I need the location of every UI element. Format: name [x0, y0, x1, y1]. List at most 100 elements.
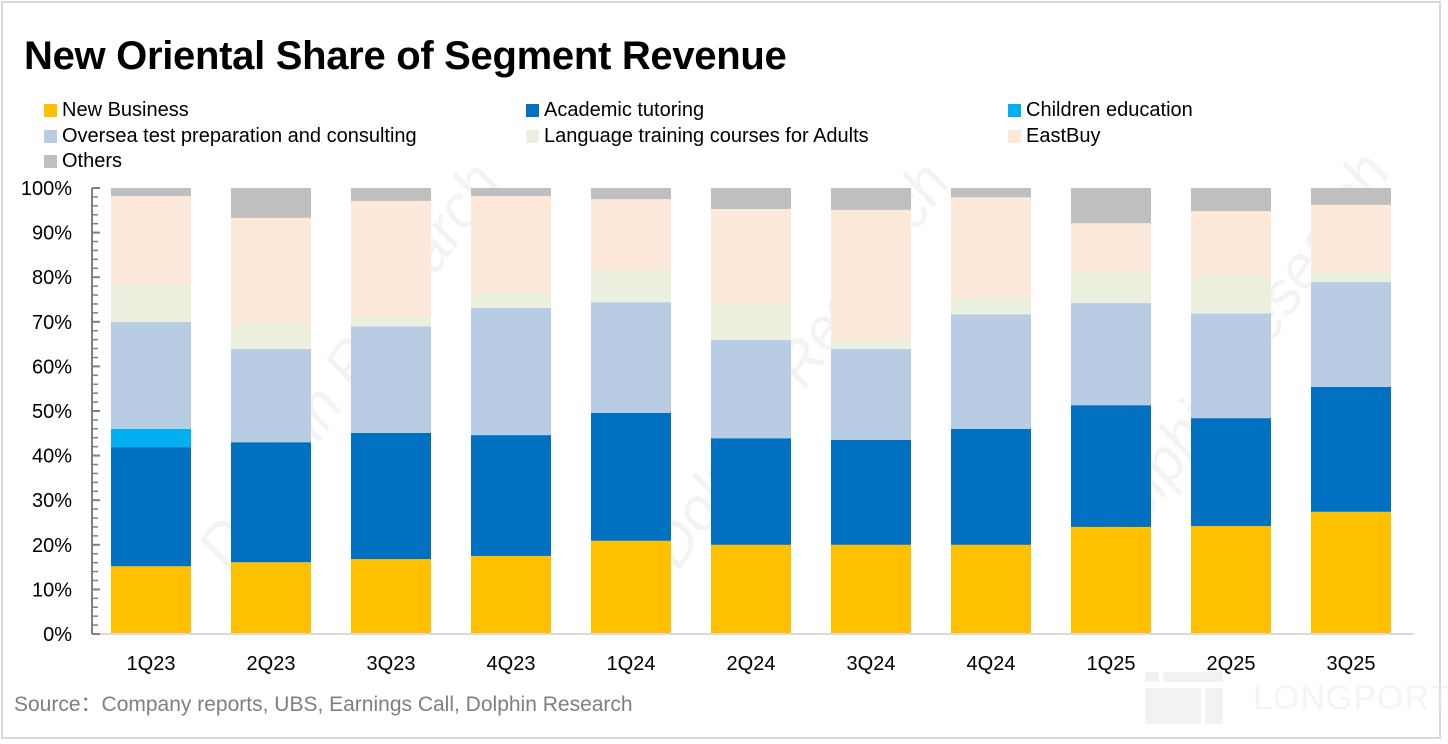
bar-segment-others-2q24 — [711, 188, 791, 209]
legend-swatch — [1008, 104, 1021, 117]
bar-segment-others-3q25 — [1311, 188, 1391, 205]
x-tick-label: 3Q24 — [847, 653, 896, 675]
bar-segment-new-business-2q23 — [231, 562, 311, 634]
bar-segment-oversea-test-preparation-and-consulting-4q23 — [471, 307, 551, 436]
y-tick-label: 50% — [32, 401, 72, 423]
legend-item-children-education[interactable]: Children education — [1008, 99, 1193, 122]
x-tick-label: 4Q24 — [967, 653, 1016, 675]
bar-segment-language-training-courses-for-adults-3q24 — [831, 340, 911, 350]
y-tick-label: 70% — [32, 312, 72, 334]
bar-segment-language-training-courses-for-adults-1q25 — [1071, 271, 1151, 304]
bar-segment-language-training-courses-for-adults-4q23 — [471, 291, 551, 308]
y-tick-label: 10% — [32, 579, 72, 601]
bar-segment-others-2q23 — [231, 188, 311, 218]
legend-item-eastbuy[interactable]: EastBuy — [1008, 125, 1100, 148]
bar-segment-academic-tutoring-1q25 — [1071, 405, 1151, 527]
x-tick-label: 1Q23 — [127, 653, 176, 675]
bar-segment-eastbuy-1q23 — [111, 196, 191, 285]
bar-segment-oversea-test-preparation-and-consulting-1q25 — [1071, 303, 1151, 406]
bar-segment-academic-tutoring-2q24 — [711, 438, 791, 545]
bar-segment-oversea-test-preparation-and-consulting-4q24 — [951, 314, 1031, 429]
y-tick-label: 90% — [32, 223, 72, 245]
bars-group — [111, 188, 1391, 634]
bar-segment-language-training-courses-for-adults-1q23 — [111, 284, 191, 322]
bar-segment-academic-tutoring-4q23 — [471, 435, 551, 556]
bar-segment-new-business-3q24 — [831, 544, 911, 634]
bar-segment-language-training-courses-for-adults-4q24 — [951, 298, 1031, 315]
bar-segment-eastbuy-1q24 — [591, 199, 671, 271]
legend-item-language-training[interactable]: Language training courses for Adults — [526, 125, 869, 148]
bar-segment-eastbuy-4q23 — [471, 196, 551, 292]
x-tick-label: 3Q23 — [367, 653, 416, 675]
bar-segment-children-education-1q23 — [111, 428, 191, 448]
bar-segment-others-2q25 — [1191, 188, 1271, 212]
bar-segment-oversea-test-preparation-and-consulting-2q23 — [231, 349, 311, 443]
bar-segment-academic-tutoring-1q24 — [591, 412, 671, 541]
bar-segment-academic-tutoring-2q25 — [1191, 418, 1271, 527]
legend-label: Academic tutoring — [544, 99, 705, 121]
y-tick-label: 60% — [32, 356, 72, 378]
y-tick-label: 30% — [32, 490, 72, 512]
bar-segment-language-training-courses-for-adults-2q24 — [711, 303, 791, 341]
bar-segment-oversea-test-preparation-and-consulting-3q25 — [1311, 282, 1391, 387]
x-tick-label: 2Q23 — [247, 653, 296, 675]
bar-segment-others-1q25 — [1071, 188, 1151, 224]
x-tick-label: 2Q24 — [727, 653, 776, 675]
x-tick-label: 4Q23 — [487, 653, 536, 675]
bar-segment-academic-tutoring-2q23 — [231, 442, 311, 563]
bar-segment-eastbuy-3q23 — [351, 200, 431, 318]
y-tick-label: 40% — [32, 446, 72, 468]
bar-segment-eastbuy-3q24 — [831, 209, 911, 341]
legend-item-oversea-test-prep[interactable]: Oversea test preparation and consulting — [44, 125, 417, 148]
y-tick-label: 100% — [21, 178, 72, 200]
bar-segment-new-business-3q25 — [1311, 511, 1391, 634]
bar-segment-new-business-4q24 — [951, 544, 1031, 634]
bar-segment-language-training-courses-for-adults-2q23 — [231, 323, 311, 350]
bar-segment-academic-tutoring-4q24 — [951, 428, 1031, 545]
legend-item-new-business[interactable]: New Business — [44, 99, 189, 122]
legend-label: Language training courses for Adults — [544, 125, 869, 147]
bar-segment-language-training-courses-for-adults-3q25 — [1311, 271, 1391, 283]
bar-segment-eastbuy-4q24 — [951, 197, 1031, 299]
bar-segment-oversea-test-preparation-and-consulting-1q24 — [591, 302, 671, 413]
legend-label: Oversea test preparation and consulting — [62, 125, 417, 147]
axes-group: 1Q23 2Q23 3Q23 4Q23 1Q24 2Q24 3Q24 4Q24 1Q25 2Q25… — [21, 178, 1414, 675]
longport-watermark: LONGPORT — [1145, 672, 1448, 724]
legend-label: New Business — [62, 99, 189, 121]
legend-item-academic-tutoring[interactable]: Academic tutoring — [526, 99, 704, 122]
x-tick-label: 1Q24 — [607, 653, 656, 675]
legend-item-others[interactable]: Others — [44, 150, 122, 173]
bar-segment-language-training-courses-for-adults-3q23 — [351, 317, 431, 327]
bar-segment-others-3q24 — [831, 188, 911, 210]
bar-segment-new-business-3q23 — [351, 559, 431, 634]
source-note: Source：Company reports, UBS, Earnings Ca… — [14, 693, 633, 716]
bar-segment-oversea-test-preparation-and-consulting-1q23 — [111, 321, 191, 429]
legend-label: Others — [62, 150, 123, 172]
legend-swatch — [526, 104, 539, 117]
bar-segment-others-4q23 — [471, 188, 551, 197]
longport-text: LONGPORT — [1253, 678, 1448, 717]
y-tick-label: 80% — [32, 267, 72, 289]
x-tick-label: 1Q25 — [1087, 653, 1136, 675]
bar-segment-others-3q23 — [351, 188, 431, 201]
x-tick-label: 3Q25 — [1327, 653, 1376, 675]
bar-segment-new-business-4q23 — [471, 555, 551, 634]
bar-segment-academic-tutoring-3q24 — [831, 439, 911, 545]
legend-swatch — [44, 130, 57, 143]
legend-swatch — [44, 155, 57, 168]
bar-segment-eastbuy-2q25 — [1191, 211, 1271, 275]
bar-segment-new-business-2q24 — [711, 544, 791, 634]
bar-segment-oversea-test-preparation-and-consulting-3q23 — [351, 326, 431, 433]
bar-segment-new-business-1q24 — [591, 540, 671, 634]
bar-segment-eastbuy-2q23 — [231, 217, 311, 324]
longport-logo-icon — [1145, 672, 1223, 724]
bar-segment-eastbuy-1q25 — [1071, 223, 1151, 272]
bar-segment-eastbuy-3q25 — [1311, 204, 1391, 272]
bar-segment-others-1q24 — [591, 188, 671, 200]
bar-segment-language-training-courses-for-adults-2q25 — [1191, 274, 1271, 314]
legend-label: Children education — [1026, 99, 1193, 121]
chart-title: New Oriental Share of Segment Revenue — [24, 34, 787, 78]
y-tick-label: 20% — [32, 535, 72, 557]
